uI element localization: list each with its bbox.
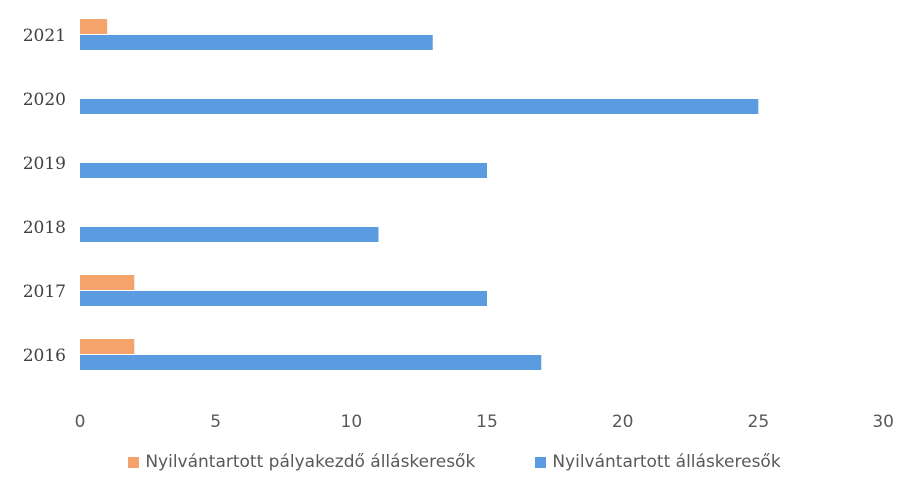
y-tick-label-2016: 2016 (23, 346, 66, 366)
bar-allaskeresok-2019 (80, 163, 487, 178)
bar-allaskeresok-2021 (80, 35, 433, 50)
bar-allaskeresok-2018 (80, 227, 379, 242)
bar-palyakezdo-2016 (80, 339, 135, 354)
y-tick-label-2021: 2021 (23, 26, 66, 46)
bar-palyakezdo-2021 (80, 19, 108, 34)
y-axis-ticks: 2016 2017 2018 2019 2020 2021 (23, 26, 66, 366)
y-tick-label-2018: 2018 (23, 218, 66, 238)
x-tick-label-20: 20 (612, 412, 634, 432)
bar-allaskeresok-2017 (80, 291, 487, 306)
x-axis-ticks: 0 5 10 15 20 25 30 (75, 412, 894, 432)
x-tick-label-5: 5 (210, 412, 221, 432)
legend-label-allaskeresok: Nyilvántartott álláskeresők (552, 452, 781, 472)
legend-label-palyakezdo: Nyilvántartott pályakezdő álláskeresők (145, 452, 476, 472)
x-tick-label-0: 0 (75, 412, 86, 432)
bar-allaskeresok-2016 (80, 355, 542, 370)
legend-item-palyakezdo: Nyilvántartott pályakezdő álláskeresők (128, 452, 475, 472)
y-tick-label-2017: 2017 (23, 282, 66, 302)
legend: Nyilvántartott pályakezdő álláskeresők N… (0, 452, 909, 472)
x-tick-label-10: 10 (341, 412, 363, 432)
bars-group (80, 19, 759, 370)
bar-palyakezdo-2017 (80, 275, 135, 290)
legend-item-allaskeresok: Nyilvántartott álláskeresők (535, 452, 781, 472)
x-tick-label-15: 15 (476, 412, 498, 432)
legend-swatch-palyakezdo (128, 456, 140, 468)
bar-allaskeresok-2020 (80, 99, 759, 114)
legend-swatch-allaskeresok (535, 456, 547, 468)
y-tick-label-2019: 2019 (23, 154, 66, 174)
y-tick-label-2020: 2020 (23, 90, 66, 110)
x-tick-label-25: 25 (748, 412, 770, 432)
x-tick-label-30: 30 (872, 412, 894, 432)
